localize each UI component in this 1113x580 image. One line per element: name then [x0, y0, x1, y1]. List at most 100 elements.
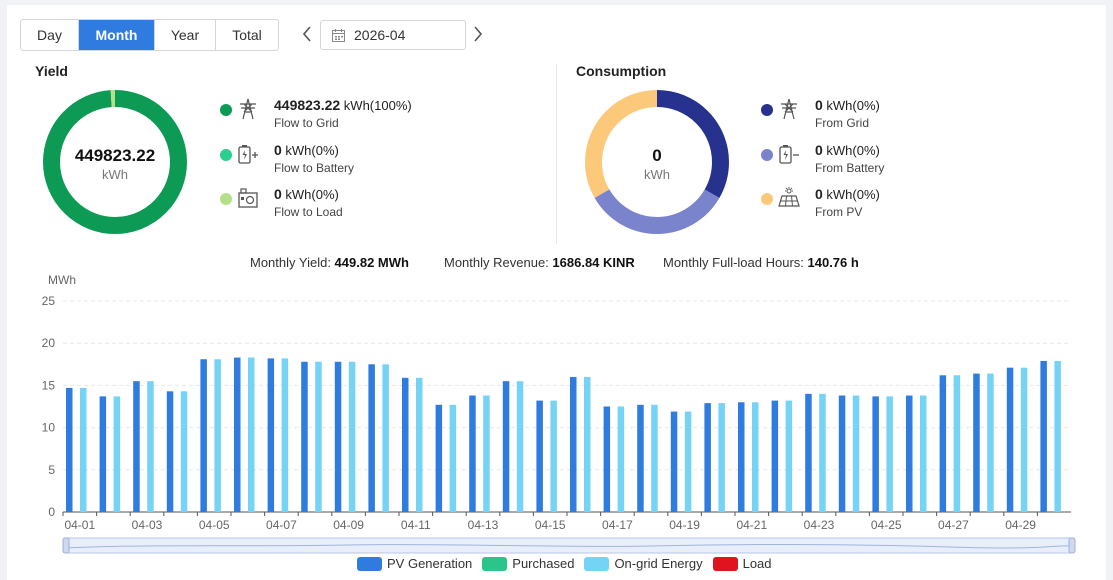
date-picker[interactable]: 2026-04	[320, 20, 466, 50]
tab-day[interactable]: Day	[21, 20, 79, 50]
on-grid-energy-bar[interactable]	[718, 403, 725, 512]
consumption-center-unit: kWh	[644, 167, 670, 182]
on-grid-energy-bar[interactable]	[1020, 367, 1028, 512]
x-tick-label: 04-03	[132, 518, 163, 532]
on-grid-energy-bar[interactable]	[248, 357, 255, 512]
on-grid-energy-bar[interactable]	[516, 381, 524, 512]
yield-donut	[43, 90, 187, 234]
from-battery-dot	[761, 149, 773, 161]
period-tabs: Day Month Year Total	[20, 19, 279, 51]
pv-generation-bar[interactable]	[166, 391, 174, 512]
pv-generation-bar[interactable]	[906, 395, 913, 512]
on-grid-energy-bar[interactable]	[214, 359, 221, 512]
chevron-right-icon[interactable]	[472, 25, 484, 46]
pv-generation-bar[interactable]	[536, 400, 543, 512]
load-label: Load	[742, 556, 772, 571]
tab-total[interactable]: Total	[232, 27, 262, 43]
pv-generation-bar[interactable]	[939, 375, 947, 512]
pv-generation-bar[interactable]	[133, 381, 140, 512]
x-tick-label: 04-05	[199, 518, 230, 532]
legend-purchased[interactable]: Purchased	[482, 556, 574, 571]
on-grid-energy-bar[interactable]	[382, 364, 389, 512]
flow-to-grid-value: 449823.22	[274, 97, 341, 113]
pv-generation-bar[interactable]	[402, 377, 409, 512]
on-grid-energy-bar[interactable]	[987, 373, 994, 512]
full-load-hours-summary: Monthly Full-load Hours: 140.76 h	[663, 255, 859, 270]
tab-year[interactable]: Year	[155, 20, 216, 50]
on-grid-energy-bar[interactable]	[483, 395, 490, 512]
zoom-slider-preview	[65, 544, 1073, 549]
zoom-handle-right[interactable]	[1068, 537, 1076, 554]
chevron-left-icon[interactable]	[301, 25, 313, 46]
legend-on-grid-energy[interactable]: On-grid Energy	[584, 556, 703, 571]
full-load-hours-label: Monthly Full-load Hours:	[663, 255, 808, 270]
on-grid-energy-bar[interactable]	[80, 387, 87, 512]
on-grid-energy-bar[interactable]	[1054, 360, 1061, 512]
on-grid-energy-bar[interactable]	[651, 404, 658, 512]
pv-generation-bar[interactable]	[1006, 367, 1014, 512]
pv-generation-bar[interactable]	[637, 404, 644, 512]
flow-to-load-label: Flow to Load	[274, 205, 343, 219]
on-grid-energy-bar[interactable]	[785, 400, 793, 512]
pv-generation-bar[interactable]	[234, 357, 241, 512]
pv-generation-bar[interactable]	[603, 406, 611, 513]
on-grid-energy-bar[interactable]	[584, 376, 591, 512]
x-tick-label: 04-23	[804, 518, 835, 532]
on-grid-energy-label: On-grid Energy	[614, 556, 703, 571]
on-grid-energy-bar[interactable]	[449, 404, 457, 512]
on-grid-energy-bar[interactable]	[752, 402, 759, 512]
on-grid-energy-bar[interactable]	[886, 396, 893, 512]
pv-generation-bar[interactable]	[267, 358, 275, 512]
pv-generation-bar[interactable]	[301, 361, 308, 512]
y-tick-label: 15	[42, 378, 56, 392]
zoom-slider[interactable]	[62, 537, 1076, 554]
on-grid-energy-bar[interactable]	[953, 375, 961, 512]
zoom-handle-left[interactable]	[62, 537, 70, 554]
on-grid-energy-bar[interactable]	[113, 396, 121, 512]
y-tick-label: 20	[42, 336, 56, 350]
on-grid-energy-bar[interactable]	[550, 400, 557, 512]
consumption-segment-2[interactable]	[585, 90, 729, 234]
pv-generation-bar[interactable]	[738, 402, 745, 512]
pv-generation-bar[interactable]	[771, 400, 779, 512]
on-grid-energy-bar[interactable]	[180, 391, 188, 512]
x-tick-label: 04-21	[736, 518, 767, 532]
x-tick-label: 04-17	[602, 518, 633, 532]
tab-month[interactable]: Month	[79, 20, 155, 50]
pv-generation-bar[interactable]	[670, 411, 678, 512]
on-grid-energy-bar[interactable]	[416, 377, 423, 512]
pv-generation-bar[interactable]	[838, 395, 846, 512]
pv-generation-bar[interactable]	[99, 396, 107, 512]
pv-generation-bar[interactable]	[805, 393, 812, 512]
pv-generation-bar[interactable]	[368, 364, 375, 512]
legend-load[interactable]: Load	[712, 556, 772, 571]
x-tick-label: 04-11	[401, 518, 431, 532]
pv-generation-bar[interactable]	[1040, 360, 1047, 512]
pv-generation-bar[interactable]	[570, 376, 577, 512]
on-grid-energy-bar[interactable]	[852, 395, 860, 512]
on-grid-energy-bar[interactable]	[920, 395, 927, 512]
pv-generation-bar[interactable]	[66, 387, 73, 512]
x-tick-label: 04-19	[669, 518, 700, 532]
legend-pv-generation[interactable]: PV Generation	[357, 556, 472, 571]
from-pv-dot	[761, 193, 773, 205]
on-grid-energy-bar[interactable]	[147, 381, 154, 512]
on-grid-energy-bar[interactable]	[281, 358, 289, 512]
consumption-segment-1[interactable]	[585, 90, 729, 234]
pv-generation-bar[interactable]	[704, 403, 711, 512]
on-grid-energy-bar[interactable]	[617, 406, 625, 513]
yield-segment-2[interactable]	[43, 90, 187, 234]
on-grid-energy-bar[interactable]	[348, 361, 356, 512]
on-grid-energy-bar[interactable]	[684, 411, 692, 512]
pv-generation-bar[interactable]	[872, 396, 879, 512]
on-grid-energy-bar[interactable]	[819, 393, 826, 512]
pv-generation-bar[interactable]	[502, 381, 510, 512]
pv-generation-bar[interactable]	[435, 404, 443, 512]
pv-generation-bar[interactable]	[334, 361, 342, 512]
pv-generation-bar[interactable]	[200, 359, 207, 512]
from-battery-value: 0	[815, 142, 823, 158]
pv-generation-bar[interactable]	[469, 395, 476, 512]
on-grid-energy-bar[interactable]	[315, 361, 322, 512]
pv-generation-bar[interactable]	[973, 373, 980, 512]
